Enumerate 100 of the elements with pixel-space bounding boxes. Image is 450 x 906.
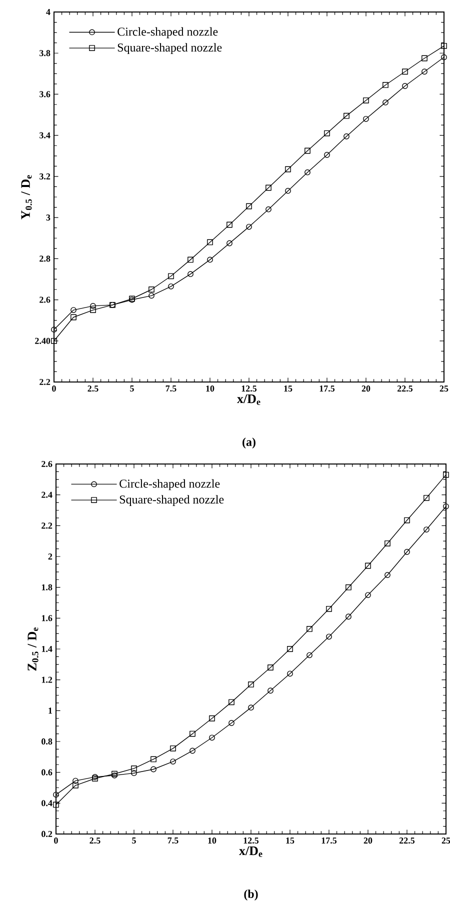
y-tick-label: 2.4 [42, 492, 52, 498]
point [404, 517, 410, 524]
x-tick-label: 17.5 [322, 838, 337, 844]
point [150, 756, 156, 762]
legend-label: Square-shaped nozzle [118, 43, 222, 54]
y-tick-label: 2.40 [35, 338, 50, 344]
point [404, 548, 410, 555]
point [382, 82, 388, 88]
point [422, 55, 428, 62]
point [324, 152, 330, 158]
point [246, 224, 252, 230]
point [422, 68, 428, 75]
x-tick-label: 12.5 [242, 386, 257, 392]
x-tick-label: 2.5 [88, 386, 98, 392]
point [268, 688, 274, 694]
x-tick-label: 7.5 [168, 838, 178, 844]
point [188, 271, 194, 278]
point [443, 472, 449, 478]
point [266, 184, 272, 191]
point [209, 715, 215, 722]
x-tick-label: 10 [208, 838, 216, 844]
point [228, 699, 234, 706]
y-tick-label: 2.2 [42, 522, 52, 529]
point [384, 540, 390, 546]
point [148, 286, 154, 292]
y-tick-label: 2.6 [40, 296, 50, 303]
point [363, 116, 369, 122]
y-axis-title: Y$_{0.5}$ / D$_{e}$ [21, 175, 32, 220]
point [228, 720, 234, 726]
y-tick-label: 2.2 [40, 378, 50, 386]
point [346, 614, 352, 620]
y-tick-label: 3.4 [40, 132, 50, 138]
y-tick-label: 2.6 [42, 460, 52, 468]
y-tick-label: 0.2 [42, 830, 52, 838]
x-axis-title: x/D$_{e}$ [237, 394, 260, 405]
y-tick-label: 3.6 [40, 91, 50, 98]
point [90, 302, 96, 309]
point [188, 256, 194, 263]
point [70, 314, 76, 320]
x-tick-label: 0 [52, 386, 56, 392]
y-tick-label: 1.8 [42, 584, 52, 590]
point [148, 292, 154, 299]
point [424, 494, 430, 501]
y-tick-label: 1.2 [42, 676, 52, 683]
point [131, 770, 137, 776]
y-tick-label: 4 [46, 9, 50, 15]
point [402, 83, 408, 89]
point [365, 562, 371, 569]
point [363, 97, 369, 104]
point [246, 203, 252, 210]
y-tick-label: 2.8 [40, 256, 50, 262]
x-tick-label: 25 [440, 386, 448, 392]
x-axis-title: x/D$_{e}$ [239, 846, 262, 857]
point [344, 133, 350, 140]
point [326, 606, 332, 612]
point [384, 572, 390, 578]
point [190, 730, 196, 737]
x-tick-label: 15 [284, 386, 292, 392]
point [51, 338, 57, 344]
point [285, 166, 291, 172]
point [226, 240, 232, 246]
y-tick-label: 3.8 [40, 50, 50, 56]
point [382, 100, 388, 106]
y-axis-title: Z$_{0.5}$ / D$_{e}$ [28, 627, 38, 671]
x-tick-label: 20 [364, 838, 372, 844]
point [287, 670, 293, 677]
y-tick-label: 1 [48, 708, 52, 714]
point [306, 626, 312, 632]
x-tick-label: 12.5 [244, 838, 259, 844]
legend-label: Square-shaped nozzle [120, 495, 224, 506]
y-tick-label: 1.4 [42, 646, 52, 652]
point [344, 112, 350, 119]
point [424, 526, 430, 532]
x-tick-label: 17.5 [320, 386, 335, 392]
point [190, 748, 196, 754]
y-tick-label: 3 [46, 214, 50, 221]
point [207, 239, 213, 246]
point [268, 664, 274, 670]
legend-label: Circle-shaped nozzle [118, 27, 218, 38]
point [131, 766, 137, 772]
text: (b) [244, 890, 258, 900]
legend-label: Circle-shaped nozzle [120, 479, 220, 490]
point [226, 222, 232, 228]
point [209, 734, 215, 741]
point [90, 307, 96, 314]
point [72, 782, 78, 788]
point [266, 206, 272, 212]
x-tick-label: 7.5 [166, 386, 176, 392]
y-tick-label: 2 [48, 554, 52, 560]
point [402, 68, 408, 75]
point [304, 148, 310, 154]
x-tick-label: 25 [442, 838, 450, 844]
point [304, 169, 310, 176]
x-tick-label: 2.5 [90, 838, 100, 844]
point [287, 646, 293, 652]
point [326, 634, 332, 640]
x-tick-label: 0 [54, 838, 58, 844]
text: (a) [242, 438, 256, 448]
point [70, 307, 76, 314]
point [168, 283, 174, 290]
